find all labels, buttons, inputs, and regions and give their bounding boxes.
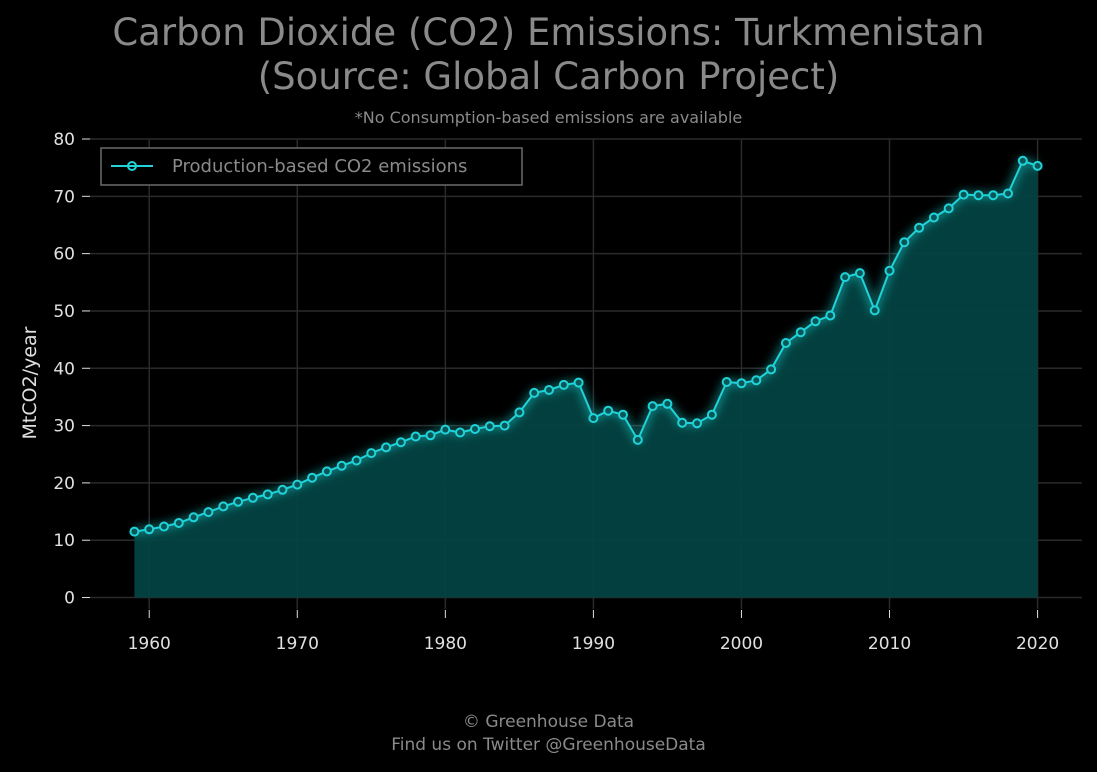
data-point-1974 (351, 455, 362, 466)
legend: Production-based CO2 emissions (100, 147, 523, 186)
data-point-1969 (277, 484, 288, 495)
data-point-1979 (425, 430, 436, 441)
data-point-2000 (736, 378, 747, 389)
series-points (129, 155, 1043, 537)
y-tick-label: 40 (53, 359, 75, 379)
data-point-1978 (410, 431, 421, 442)
data-point-2006 (825, 310, 836, 321)
data-point-2009 (869, 305, 880, 316)
data-point-2019 (1017, 155, 1028, 166)
y-tick-label: 0 (64, 589, 75, 609)
y-tick-label: 30 (53, 417, 75, 437)
x-tick-label: 2010 (868, 634, 911, 654)
area-fill (134, 160, 1038, 598)
data-point-2010 (884, 265, 895, 276)
data-point-1983 (484, 421, 495, 432)
data-point-1996 (677, 417, 688, 428)
data-point-2007 (840, 272, 851, 283)
footer-twitter: Find us on Twitter @GreenhouseData (391, 735, 706, 755)
data-point-1971 (307, 472, 318, 483)
data-point-1961 (159, 521, 169, 532)
x-tick-label: 1990 (572, 634, 615, 654)
x-tick-label: 1960 (128, 634, 171, 654)
data-point-1976 (381, 442, 392, 453)
y-tick-label: 10 (53, 531, 75, 551)
chart-subtitle: *No Consumption-based emissions are avai… (354, 108, 743, 127)
data-point-1977 (395, 437, 406, 448)
x-tick-label: 2020 (1016, 634, 1059, 654)
footer-copyright: © Greenhouse Data (462, 712, 635, 732)
data-point-1986 (529, 387, 540, 398)
data-point-1959 (129, 526, 140, 537)
data-point-1970 (292, 479, 303, 490)
data-point-1981 (455, 427, 466, 438)
area-polygon (134, 160, 1038, 598)
chart-title-line-1: Carbon Dioxide (CO2) Emissions: Turkmeni… (112, 11, 985, 54)
y-tick-label: 80 (53, 130, 75, 150)
data-point-2004 (795, 327, 806, 338)
x-tick-label: 1980 (424, 634, 467, 654)
y-tick-label: 70 (53, 187, 75, 207)
legend-box (100, 147, 523, 186)
data-point-2003 (780, 338, 791, 348)
data-point-1993 (632, 434, 643, 445)
data-point-1972 (321, 466, 332, 477)
data-point-1963 (188, 512, 199, 523)
chart-title-line-2: (Source: Global Carbon Project) (257, 55, 840, 98)
data-point-2014 (943, 203, 954, 214)
data-point-2016 (973, 190, 984, 201)
y-axis-label: MtCO2/year (19, 326, 41, 439)
data-point-1962 (173, 518, 184, 528)
data-point-1966 (233, 496, 244, 507)
data-point-1984 (499, 420, 510, 431)
data-point-2017 (988, 190, 999, 201)
data-point-1985 (514, 407, 525, 418)
y-tick-label: 50 (53, 302, 75, 322)
data-point-2001 (751, 375, 762, 386)
legend-marker-swatch (127, 161, 137, 171)
data-point-1960 (144, 524, 155, 535)
data-point-1975 (366, 448, 377, 459)
data-point-1967 (247, 492, 258, 503)
data-point-1965 (218, 501, 229, 512)
data-point-1997 (692, 418, 702, 429)
x-tick-label: 2000 (720, 634, 763, 654)
data-point-2012 (914, 222, 925, 233)
y-tick-label: 20 (53, 474, 75, 494)
data-point-1989 (573, 377, 584, 388)
data-point-1999 (721, 377, 732, 387)
data-point-2020 (1032, 160, 1043, 171)
data-point-2008 (854, 268, 865, 279)
data-point-1998 (706, 409, 717, 420)
data-point-2002 (766, 364, 777, 375)
x-tick-label: 1970 (276, 634, 319, 654)
data-point-2011 (899, 237, 910, 248)
data-point-1988 (558, 379, 569, 390)
data-point-2013 (928, 212, 939, 223)
data-point-1995 (662, 398, 673, 409)
data-point-1982 (470, 424, 480, 434)
data-point-2015 (958, 189, 969, 200)
legend-label: Production-based CO2 emissions (172, 156, 467, 177)
y-tick-label: 60 (53, 245, 75, 265)
data-point-1990 (588, 413, 599, 424)
data-point-1980 (440, 424, 451, 435)
data-point-1992 (618, 409, 628, 420)
data-point-1987 (544, 385, 554, 395)
axes: 0 10 20 30 40 50 60 70 80 1960 1970 1980 1990 2000 201… (53, 130, 1059, 654)
data-point-2018 (1003, 188, 1013, 199)
data-point-1994 (647, 401, 658, 412)
data-point-1991 (603, 405, 614, 416)
data-point-1964 (203, 507, 214, 518)
data-point-1968 (262, 489, 273, 500)
data-point-1973 (336, 460, 347, 471)
data-point-2005 (810, 316, 821, 327)
